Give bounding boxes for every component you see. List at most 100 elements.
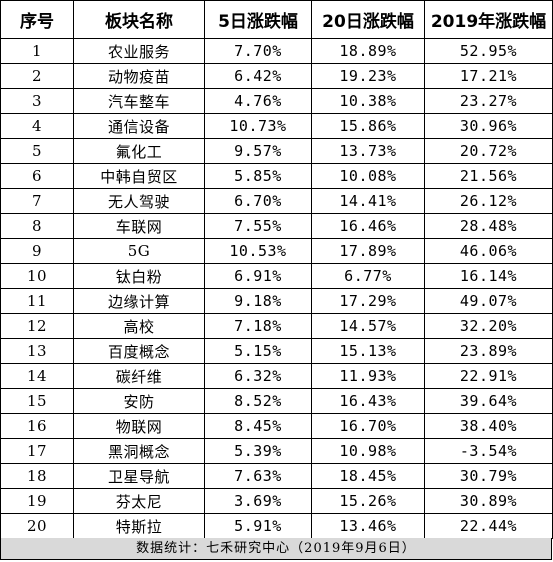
table-row: 5 氟化工 9.57% 13.73% 20.72% <box>0 138 553 164</box>
cell-sector-name: 通信设备 <box>73 113 205 139</box>
source-footnote: 数据统计：七禾研究中心（2019年9月6日） <box>0 538 552 560</box>
cell-index: 8 <box>0 213 74 239</box>
header-20day-change: 20日涨跌幅 <box>311 0 425 39</box>
header-sector-name: 板块名称 <box>73 0 205 39</box>
cell-sector-name: 黑洞概念 <box>73 438 205 464</box>
cell-20day-change: 10.08% <box>311 163 425 189</box>
cell-sector-name: 边缘计算 <box>73 288 205 314</box>
cell-5day-change: 7.70% <box>204 38 312 64</box>
cell-5day-change: 5.15% <box>204 338 312 364</box>
table-row: 1 农业服务 7.70% 18.89% 52.95% <box>0 38 553 64</box>
cell-2019-change: 21.56% <box>424 163 553 189</box>
cell-2019-change: 30.96% <box>424 113 553 139</box>
cell-index: 19 <box>0 488 74 514</box>
cell-sector-name: 芬太尼 <box>73 488 205 514</box>
cell-index: 18 <box>0 463 74 489</box>
cell-20day-change: 14.41% <box>311 188 425 214</box>
table-header: 序号 板块名称 5日涨跌幅 20日涨跌幅 2019年涨跌幅 <box>0 0 553 39</box>
cell-20day-change: 16.46% <box>311 213 425 239</box>
cell-5day-change: 3.69% <box>204 488 312 514</box>
cell-2019-change: 30.79% <box>424 463 553 489</box>
cell-2019-change: 52.95% <box>424 38 553 64</box>
cell-sector-name: 百度概念 <box>73 338 205 364</box>
header-row: 序号 板块名称 5日涨跌幅 20日涨跌幅 2019年涨跌幅 <box>0 0 553 39</box>
cell-index: 7 <box>0 188 74 214</box>
cell-index: 10 <box>0 263 74 289</box>
table-row: 10 钛白粉 6.91% 6.77% 16.14% <box>0 263 553 289</box>
table-row: 3 汽车整车 4.76% 10.38% 23.27% <box>0 88 553 114</box>
cell-5day-change: 5.39% <box>204 438 312 464</box>
table-row: 17 黑洞概念 5.39% 10.98% -3.54% <box>0 438 553 464</box>
cell-5day-change: 7.18% <box>204 313 312 339</box>
cell-sector-name: 汽车整车 <box>73 88 205 114</box>
cell-20day-change: 11.93% <box>311 363 425 389</box>
cell-20day-change: 13.73% <box>311 138 425 164</box>
cell-2019-change: 38.40% <box>424 413 553 439</box>
table-row: 16 物联网 8.45% 16.70% 38.40% <box>0 413 553 439</box>
cell-sector-name: 5G <box>73 238 205 264</box>
cell-index: 16 <box>0 413 74 439</box>
cell-index: 11 <box>0 288 74 314</box>
cell-sector-name: 氟化工 <box>73 138 205 164</box>
cell-20day-change: 18.89% <box>311 38 425 64</box>
cell-2019-change: 49.07% <box>424 288 553 314</box>
cell-5day-change: 5.91% <box>204 513 312 539</box>
cell-20day-change: 19.23% <box>311 63 425 89</box>
cell-20day-change: 17.89% <box>311 238 425 264</box>
cell-index: 12 <box>0 313 74 339</box>
cell-5day-change: 8.52% <box>204 388 312 414</box>
cell-20day-change: 6.77% <box>311 263 425 289</box>
cell-20day-change: 16.43% <box>311 388 425 414</box>
cell-5day-change: 10.73% <box>204 113 312 139</box>
cell-sector-name: 动物疫苗 <box>73 63 205 89</box>
cell-2019-change: 46.06% <box>424 238 553 264</box>
cell-5day-change: 6.32% <box>204 363 312 389</box>
cell-2019-change: 32.20% <box>424 313 553 339</box>
table-row: 12 高校 7.18% 14.57% 32.20% <box>0 313 553 339</box>
cell-20day-change: 10.98% <box>311 438 425 464</box>
cell-2019-change: 23.27% <box>424 88 553 114</box>
cell-index: 14 <box>0 363 74 389</box>
table-row: 4 通信设备 10.73% 15.86% 30.96% <box>0 113 553 139</box>
cell-5day-change: 6.70% <box>204 188 312 214</box>
sector-performance-table: 序号 板块名称 5日涨跌幅 20日涨跌幅 2019年涨跌幅 1 农业服务 7.70%… <box>0 0 553 539</box>
header-2019-change: 2019年涨跌幅 <box>424 0 553 39</box>
cell-5day-change: 7.55% <box>204 213 312 239</box>
cell-2019-change: 28.48% <box>424 213 553 239</box>
cell-index: 13 <box>0 338 74 364</box>
cell-5day-change: 5.85% <box>204 163 312 189</box>
cell-sector-name: 车联网 <box>73 213 205 239</box>
cell-5day-change: 8.45% <box>204 413 312 439</box>
cell-5day-change: 9.57% <box>204 138 312 164</box>
table-row: 19 芬太尼 3.69% 15.26% 30.89% <box>0 488 553 514</box>
cell-sector-name: 高校 <box>73 313 205 339</box>
cell-2019-change: 22.91% <box>424 363 553 389</box>
cell-2019-change: 39.64% <box>424 388 553 414</box>
cell-20day-change: 17.29% <box>311 288 425 314</box>
cell-index: 5 <box>0 138 74 164</box>
cell-index: 1 <box>0 38 74 64</box>
cell-20day-change: 16.70% <box>311 413 425 439</box>
cell-sector-name: 无人驾驶 <box>73 188 205 214</box>
table-row: 14 碳纤维 6.32% 11.93% 22.91% <box>0 363 553 389</box>
cell-2019-change: 30.89% <box>424 488 553 514</box>
cell-5day-change: 10.53% <box>204 238 312 264</box>
cell-2019-change: 20.72% <box>424 138 553 164</box>
cell-sector-name: 卫星导航 <box>73 463 205 489</box>
table-row: 20 特斯拉 5.91% 13.46% 22.44% <box>0 513 553 539</box>
table-row: 18 卫星导航 7.63% 18.45% 30.79% <box>0 463 553 489</box>
cell-2019-change: -3.54% <box>424 438 553 464</box>
cell-index: 20 <box>0 513 74 539</box>
table-row: 8 车联网 7.55% 16.46% 28.48% <box>0 213 553 239</box>
cell-sector-name: 钛白粉 <box>73 263 205 289</box>
cell-20day-change: 15.86% <box>311 113 425 139</box>
cell-20day-change: 15.13% <box>311 338 425 364</box>
cell-index: 2 <box>0 63 74 89</box>
cell-index: 15 <box>0 388 74 414</box>
cell-sector-name: 安防 <box>73 388 205 414</box>
cell-2019-change: 23.89% <box>424 338 553 364</box>
cell-20day-change: 13.46% <box>311 513 425 539</box>
cell-sector-name: 物联网 <box>73 413 205 439</box>
cell-index: 17 <box>0 438 74 464</box>
table-row: 13 百度概念 5.15% 15.13% 23.89% <box>0 338 553 364</box>
